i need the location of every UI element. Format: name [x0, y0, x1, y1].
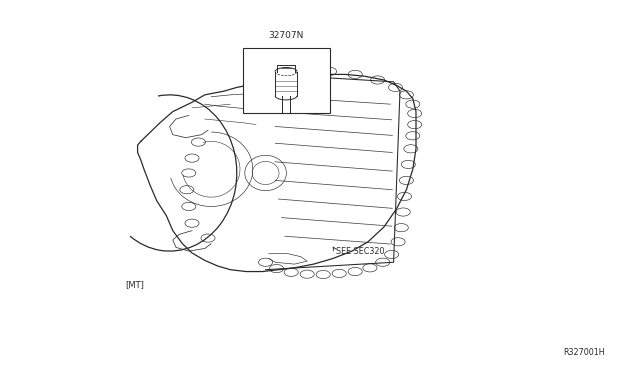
Text: SEE SEC320: SEE SEC320: [336, 247, 385, 256]
Text: [MT]: [MT]: [125, 280, 143, 289]
Text: 32707N: 32707N: [268, 31, 304, 40]
Text: R327001H: R327001H: [563, 348, 605, 357]
Bar: [243, 48, 330, 113]
